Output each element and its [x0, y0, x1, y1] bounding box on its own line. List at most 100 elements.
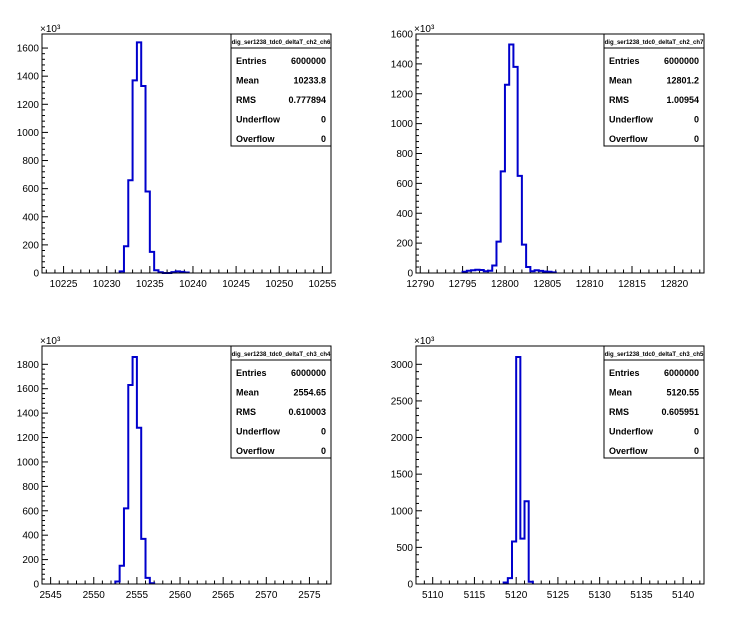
- y-tick-label: 0: [33, 580, 39, 591]
- y-tick-label: 1200: [17, 100, 40, 111]
- stats-label: Overflow: [609, 134, 649, 144]
- axis-exponent-label: ×10³: [414, 24, 435, 35]
- histogram-line: [502, 355, 534, 584]
- x-tick-label: 5130: [589, 590, 612, 601]
- x-tick-label: 10250: [265, 279, 293, 290]
- y-tick-label: 1400: [17, 409, 40, 420]
- stats-label: Underflow: [236, 115, 281, 125]
- stats-value: 0: [694, 427, 699, 437]
- axis-exponent-label: ×10³: [40, 24, 61, 35]
- stats-value: 6000000: [291, 368, 326, 378]
- stats-label: Overflow: [609, 446, 649, 456]
- y-tick-label: 1600: [17, 384, 40, 395]
- y-tick-label: 1200: [17, 433, 40, 444]
- y-tick-label: 1800: [17, 360, 40, 371]
- stats-box: [603, 345, 705, 459]
- stats-box: [230, 345, 332, 459]
- x-tick-label: 5140: [672, 590, 695, 601]
- stats-value: 0: [321, 134, 326, 144]
- stats-label: Entries: [236, 56, 267, 66]
- y-tick-label: 600: [22, 506, 39, 517]
- stats-label: RMS: [609, 407, 629, 417]
- y-tick-label: 200: [22, 555, 39, 566]
- stats-value: 0: [321, 427, 326, 437]
- x-tick-label: 2560: [169, 590, 192, 601]
- x-tick-label: 5115: [464, 590, 486, 601]
- plot-frame: [41, 33, 332, 274]
- x-tick-label: 12820: [660, 279, 688, 290]
- stats-label: Mean: [236, 388, 259, 398]
- plot-frame: [415, 33, 705, 274]
- stats-value: 0: [694, 115, 699, 125]
- y-tick-label: 1600: [391, 30, 414, 41]
- stats-histogram-name: dig_ser1238_tdc0_deltaT_ch3_ch5: [605, 352, 704, 358]
- y-tick-label: 200: [396, 239, 413, 250]
- x-tick-label: 2545: [40, 590, 63, 601]
- y-tick-label: 0: [33, 269, 39, 280]
- stats-value: 0.605951: [661, 407, 699, 417]
- stats-box: [603, 33, 705, 147]
- y-tick-label: 1000: [391, 119, 414, 130]
- stats-label: Underflow: [236, 427, 281, 437]
- x-tick-label: 10225: [50, 279, 78, 290]
- stats-label: Entries: [609, 56, 640, 66]
- y-tick-label: 400: [396, 209, 413, 220]
- stats-label: RMS: [236, 407, 256, 417]
- y-tick-label: 1000: [17, 457, 40, 468]
- plot-frame: [415, 345, 705, 585]
- stats-value: 5120.55: [666, 388, 699, 398]
- stats-value: 0: [321, 446, 326, 456]
- x-tick-label: 10255: [308, 279, 336, 290]
- y-tick-label: 500: [396, 543, 413, 554]
- stats-value: 1.00954: [666, 95, 699, 105]
- y-tick-label: 1000: [391, 506, 414, 517]
- stats-histogram-name: dig_ser1238_tdc0_deltaT_ch3_ch4: [232, 352, 331, 358]
- y-tick-label: 2000: [391, 433, 414, 444]
- y-tick-label: 1200: [391, 89, 414, 100]
- stats-label: Entries: [609, 368, 640, 378]
- x-tick-label: 2570: [255, 590, 278, 601]
- stats-value: 0.777894: [288, 95, 326, 105]
- stats-value: 6000000: [664, 368, 699, 378]
- y-tick-label: 1400: [17, 72, 40, 83]
- stats-label: Entries: [236, 368, 267, 378]
- axis-exponent-label: ×10³: [40, 336, 61, 347]
- stats-value: 0: [321, 115, 326, 125]
- x-tick-label: 12805: [533, 279, 561, 290]
- stats-value: 10233.8: [293, 76, 326, 86]
- y-tick-label: 1400: [391, 59, 414, 70]
- stats-histogram-name: dig_ser1238_tdc0_deltaT_ch2_ch7: [605, 40, 704, 46]
- x-tick-label: 12810: [576, 279, 604, 290]
- y-tick-label: 2500: [391, 396, 414, 407]
- x-tick-label: 10230: [93, 279, 121, 290]
- y-tick-label: 400: [22, 531, 39, 542]
- x-tick-label: 5135: [630, 590, 653, 601]
- y-tick-label: 800: [22, 156, 39, 167]
- stats-value: 0: [694, 446, 699, 456]
- x-tick-label: 5125: [547, 590, 570, 601]
- histogram-pad-2: 0 200 400 600 800 1000 1200 1400 1600 12790 12795 1…: [391, 24, 705, 290]
- x-tick-label: 2550: [83, 590, 106, 601]
- y-tick-label: 0: [407, 580, 413, 591]
- y-tick-label: 1500: [391, 470, 414, 481]
- y-tick-label: 1600: [17, 44, 40, 55]
- y-tick-label: 400: [22, 212, 39, 223]
- y-tick-label: 0: [407, 269, 413, 280]
- x-tick-label: 10235: [136, 279, 164, 290]
- stats-box: [230, 33, 332, 147]
- histogram-line: [461, 43, 557, 274]
- x-tick-label: 2565: [212, 590, 235, 601]
- stats-value: 0.610003: [288, 407, 326, 417]
- x-tick-label: 10240: [179, 279, 207, 290]
- axis-exponent-label: ×10³: [414, 336, 435, 347]
- x-tick-label: 5120: [505, 590, 528, 601]
- stats-label: RMS: [609, 95, 629, 105]
- stats-label: Mean: [609, 388, 632, 398]
- stats-label: Overflow: [236, 134, 276, 144]
- histogram-pad-3: 0 200 400 600 800 1000 1200 1400 1600 1800 2545 255…: [17, 336, 332, 601]
- x-tick-label: 12795: [449, 279, 477, 290]
- stats-value: 6000000: [664, 56, 699, 66]
- histogram-pad-4: 0 500 1000 1500 2000 2500 3000 5110 5115 5120 5125…: [391, 336, 705, 601]
- stats-label: Mean: [609, 76, 632, 86]
